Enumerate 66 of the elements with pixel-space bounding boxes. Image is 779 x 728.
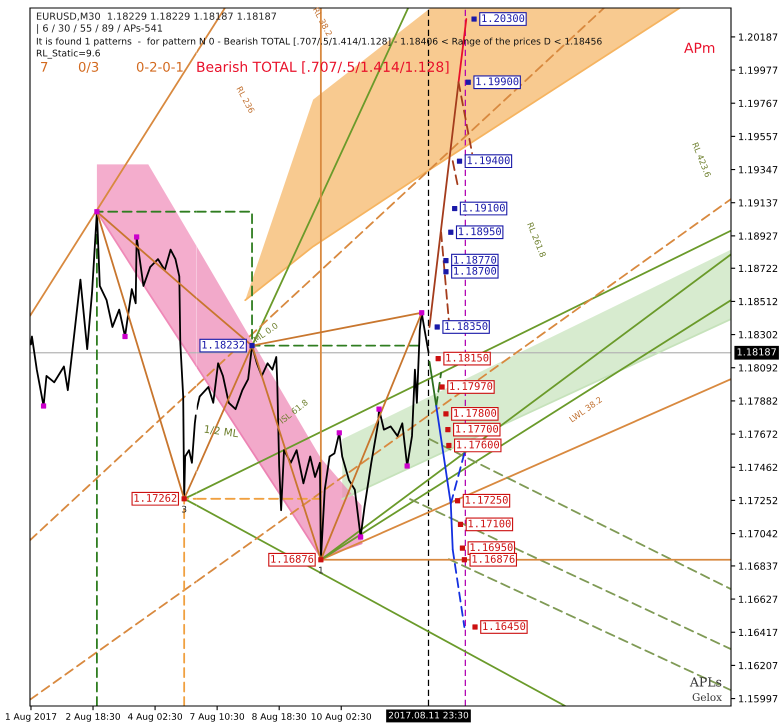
y-tick-label: 1.18512: [739, 298, 778, 306]
data-label: 1.17600: [457, 440, 500, 448]
annotation: ML 0.0: [253, 322, 278, 342]
x-tick-label: 8 Aug 18:30: [252, 713, 306, 722]
y-tick-label: 1.15997: [739, 695, 778, 702]
y-tick-label: 1.19347: [739, 166, 778, 174]
data-label: 1.17800: [454, 409, 496, 417]
annotation: 1/2 ML: [204, 424, 239, 438]
y-tick-label: 1.20187: [739, 33, 778, 41]
y-tick-label: 1.17672: [739, 430, 778, 438]
y-tick-label: 1.19977: [739, 66, 778, 74]
data-label: 1.16450: [483, 622, 526, 630]
ref-line-label: 2017.08.11 23:30: [388, 712, 468, 719]
annotation: 0/3: [78, 62, 98, 73]
data-label: 1.18350: [445, 322, 488, 330]
data-label: 1.16876: [271, 554, 314, 563]
x-tick-label: 7 Aug 10:30: [190, 713, 244, 722]
y-tick-label: 1.18927: [739, 232, 778, 240]
annotation: 3: [182, 506, 186, 513]
ref-line-label: 1.18187: [738, 348, 776, 356]
annotation: RL 261.8: [527, 222, 546, 258]
data-label: 1.18770: [454, 256, 496, 264]
y-tick-label: 1.18302: [739, 331, 778, 338]
y-tick-label: 1.17252: [739, 496, 778, 504]
annotation: APm: [684, 42, 714, 53]
y-tick-label: 1.18722: [739, 264, 778, 272]
data-label: 1.19100: [462, 204, 505, 212]
data-label: 1.18700: [454, 266, 496, 275]
y-tick-label: 1.16837: [739, 562, 778, 570]
y-tick-label: 1.19767: [739, 100, 778, 108]
annotation: 0-2-0-1: [136, 62, 183, 72]
text: | 6 / 30 / 55 / 89 / APs-541: [37, 24, 162, 34]
annotation: LWL 38.2: [568, 396, 602, 422]
annotation: RL 38.2: [312, 6, 332, 36]
data-label: 1.16950: [470, 543, 513, 552]
y-tick-label: 1.18092: [739, 364, 778, 372]
data-label: 1.18232: [202, 340, 244, 349]
data-label: 1.19400: [468, 156, 510, 164]
y-tick-label: 1.16627: [739, 596, 778, 603]
data-label: 1.17700: [456, 424, 498, 433]
data-label: 1.20300: [482, 14, 524, 22]
y-tick-label: 1.17462: [739, 464, 778, 472]
y-tick-label: 1.17042: [739, 530, 778, 538]
data-label: 1.17100: [468, 520, 511, 528]
y-tick-label: 1.16417: [739, 628, 778, 636]
data-label: 1.17250: [466, 496, 508, 504]
annotation: Gelox: [692, 692, 722, 702]
y-tick-label: 1.17882: [739, 397, 778, 405]
annotation: 7: [41, 62, 48, 72]
x-tick-label: 1 Aug 2017: [6, 713, 56, 722]
x-tick-label: 10 Aug 02:30: [312, 713, 372, 722]
data-label: 1.17970: [450, 382, 492, 390]
annotation: RL_Static=9.6: [36, 49, 100, 59]
data-label: 1.16876: [472, 554, 515, 563]
data-label: 1.17262: [134, 494, 176, 502]
x-tick-label: 2 Aug 18:30: [66, 713, 120, 722]
data-label: 1.19900: [476, 77, 518, 86]
annotation: RL 236: [236, 86, 255, 114]
y-tick-label: 1.16207: [739, 662, 778, 670]
y-tick-label: 1.19137: [739, 199, 778, 207]
annotation: 1: [318, 566, 323, 574]
x-tick-label: 4 Aug 02:30: [128, 713, 182, 722]
y-tick-label: 1.19557: [739, 132, 778, 140]
data-label: 1.18150: [446, 354, 488, 362]
data-label: 1.18950: [458, 227, 501, 236]
annotation: RL 423.6: [692, 142, 712, 178]
